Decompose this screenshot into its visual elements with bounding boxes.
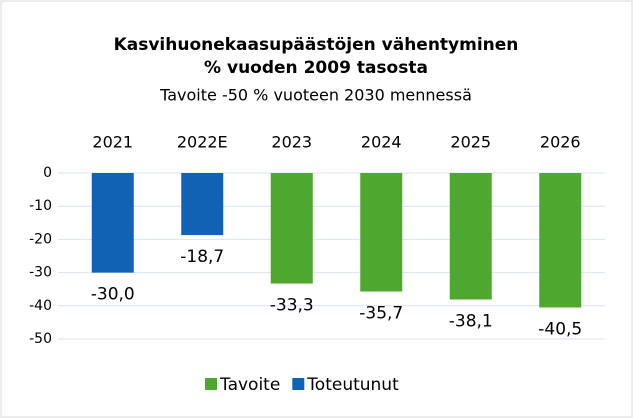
legend-label: Tavoite: [219, 375, 280, 395]
legend-swatch: [292, 378, 305, 390]
y-tick-label: -20: [29, 231, 52, 247]
legend-label: Toteutunut: [306, 375, 399, 395]
bar: [91, 173, 134, 273]
value-label: -40,5: [538, 319, 582, 339]
value-label: -30,0: [91, 285, 135, 305]
value-label: -33,3: [270, 296, 314, 316]
y-tick-label: -10: [29, 198, 52, 214]
x-tick-label: 2021: [92, 133, 133, 152]
y-tick-label: -40: [29, 298, 52, 314]
bar: [360, 173, 403, 292]
value-label: -18,7: [180, 247, 224, 267]
chart-title: Kasvihuonekaasupäästöjen vähentyminen: [114, 35, 519, 55]
bar: [181, 173, 224, 236]
y-tick-label: 0: [43, 165, 52, 181]
bar: [449, 173, 492, 300]
x-tick-label: 2024: [361, 133, 402, 152]
x-tick-label: 2023: [271, 133, 312, 152]
legend-swatch: [205, 378, 217, 390]
y-tick-label: -30: [29, 265, 52, 281]
x-tick-label: 2022E: [177, 133, 228, 152]
chart-title: % vuoden 2009 tasosta: [204, 58, 428, 78]
y-tick-label: -50: [29, 331, 52, 347]
bar: [539, 173, 582, 308]
x-tick-label: 2026: [540, 133, 581, 152]
bar: [270, 173, 313, 284]
chart-subtitle: Tavoite -50 % vuoteen 2030 mennessä: [159, 86, 472, 105]
value-label: -38,1: [449, 311, 493, 331]
value-label: -35,7: [359, 304, 403, 324]
x-tick-label: 2025: [450, 133, 491, 152]
